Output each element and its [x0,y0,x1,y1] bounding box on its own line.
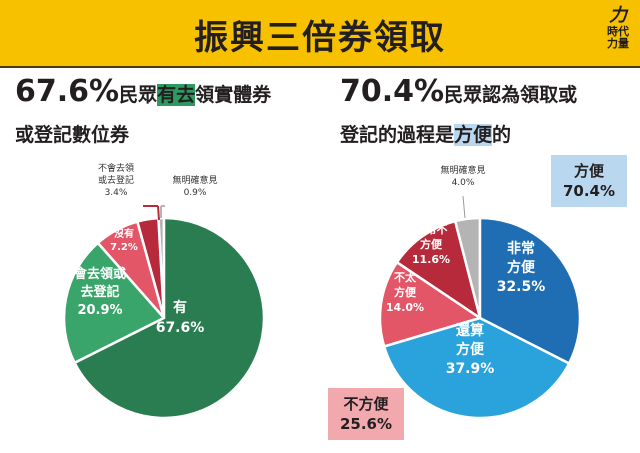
slice-value: 0.9% [183,188,207,198]
slice-value: 3.4% [104,188,128,198]
slice-label-very-inconvenient: 非常不方便 11.6% [406,222,456,267]
slice-label-text: 不會去領或去登記 [97,164,134,186]
summary-value: 70.4% [562,182,616,200]
slice-value: 20.9% [77,303,123,318]
slice-label-text: 不太方便 [394,271,416,299]
slice-value: 11.6% [411,253,451,266]
slice-label-very-convenient: 非常方便 32.5% [486,240,556,297]
right-heading: 70.4%民眾認為領取或 登記的過程是方便的 [340,72,577,155]
slice-label-no-opinion: 無明確意見 0.9% [160,175,230,199]
page-title: 振興三倍券領取 [194,18,446,58]
heading-text: 登記的過程是 [340,124,455,146]
slice-label-wont-go: 不會去領或去登記 3.4% [86,163,146,199]
slice-value: 32.5% [496,279,546,295]
slice-value: 14.0% [385,301,425,314]
slice-label-will-go: 會去領或去登記 20.9% [60,266,140,320]
slice-label-text: 無明確意見 [440,166,486,176]
slice-value: 37.9% [445,361,495,377]
slice-label-no-opinion-2: 無明確意見 4.0% [428,165,498,189]
heading-highlight: 有去 [157,84,196,106]
slice-label-text: 非常方便 [506,241,535,276]
pie-slice [378,260,483,349]
heading-text: 領實體券 [195,84,272,106]
heading-text: 或登記數位券 [15,124,130,146]
slice-label-yes: 有 67.6% [150,298,210,338]
logo-text: 時代 [607,25,629,38]
heading-pct: 67.6% [15,74,120,109]
inconvenient-summary-box: 不方便 25.6% [328,388,404,440]
heading-text: 民眾認為領取或 [444,84,578,106]
slice-label-not-very: 不太方便 14.0% [380,270,430,315]
summary-label: 方便 [573,162,604,180]
party-logo: 力 時代 力量 [604,6,632,50]
heading-text: 民眾 [119,84,158,106]
slice-value: 67.6% [155,320,205,336]
logo-text: 力量 [607,37,629,50]
left-heading: 67.6%民眾有去領實體券 或登記數位券 [15,72,271,155]
slice-value: 4.0% [451,178,475,188]
summary-value: 25.6% [339,415,393,433]
pie-slice [478,216,582,366]
slice-label-fairly-convenient: 還算方便 37.9% [435,322,505,379]
slice-label-text: 非常不方便 [414,223,448,251]
slice-label-text: 沒有 [114,229,134,240]
pie-slice [72,216,266,420]
pie-slice [395,219,483,321]
header-banner: 振興三倍券領取 力 時代 力量 [0,0,640,68]
pie-slice [382,316,571,420]
slice-label-text: 無明確意見 [172,176,218,186]
heading-pct: 70.4% [340,74,445,109]
pie-slice [62,241,167,365]
heading-highlight: 方便 [454,124,493,146]
slice-label-text: 還算方便 [455,323,484,358]
leader-line [462,195,466,219]
slice-label-text: 有 [173,300,187,316]
slice-value: 7.2% [110,242,138,253]
convenient-summary-box: 方便 70.4% [551,155,627,207]
heading-text: 的 [492,124,512,146]
summary-label: 不方便 [343,395,389,413]
leader-line [157,205,160,221]
slice-label-text: 會去領或去登記 [73,267,126,300]
slice-label-no: 沒有 7.2% [104,228,144,254]
logo-mark: 力 [609,5,627,26]
